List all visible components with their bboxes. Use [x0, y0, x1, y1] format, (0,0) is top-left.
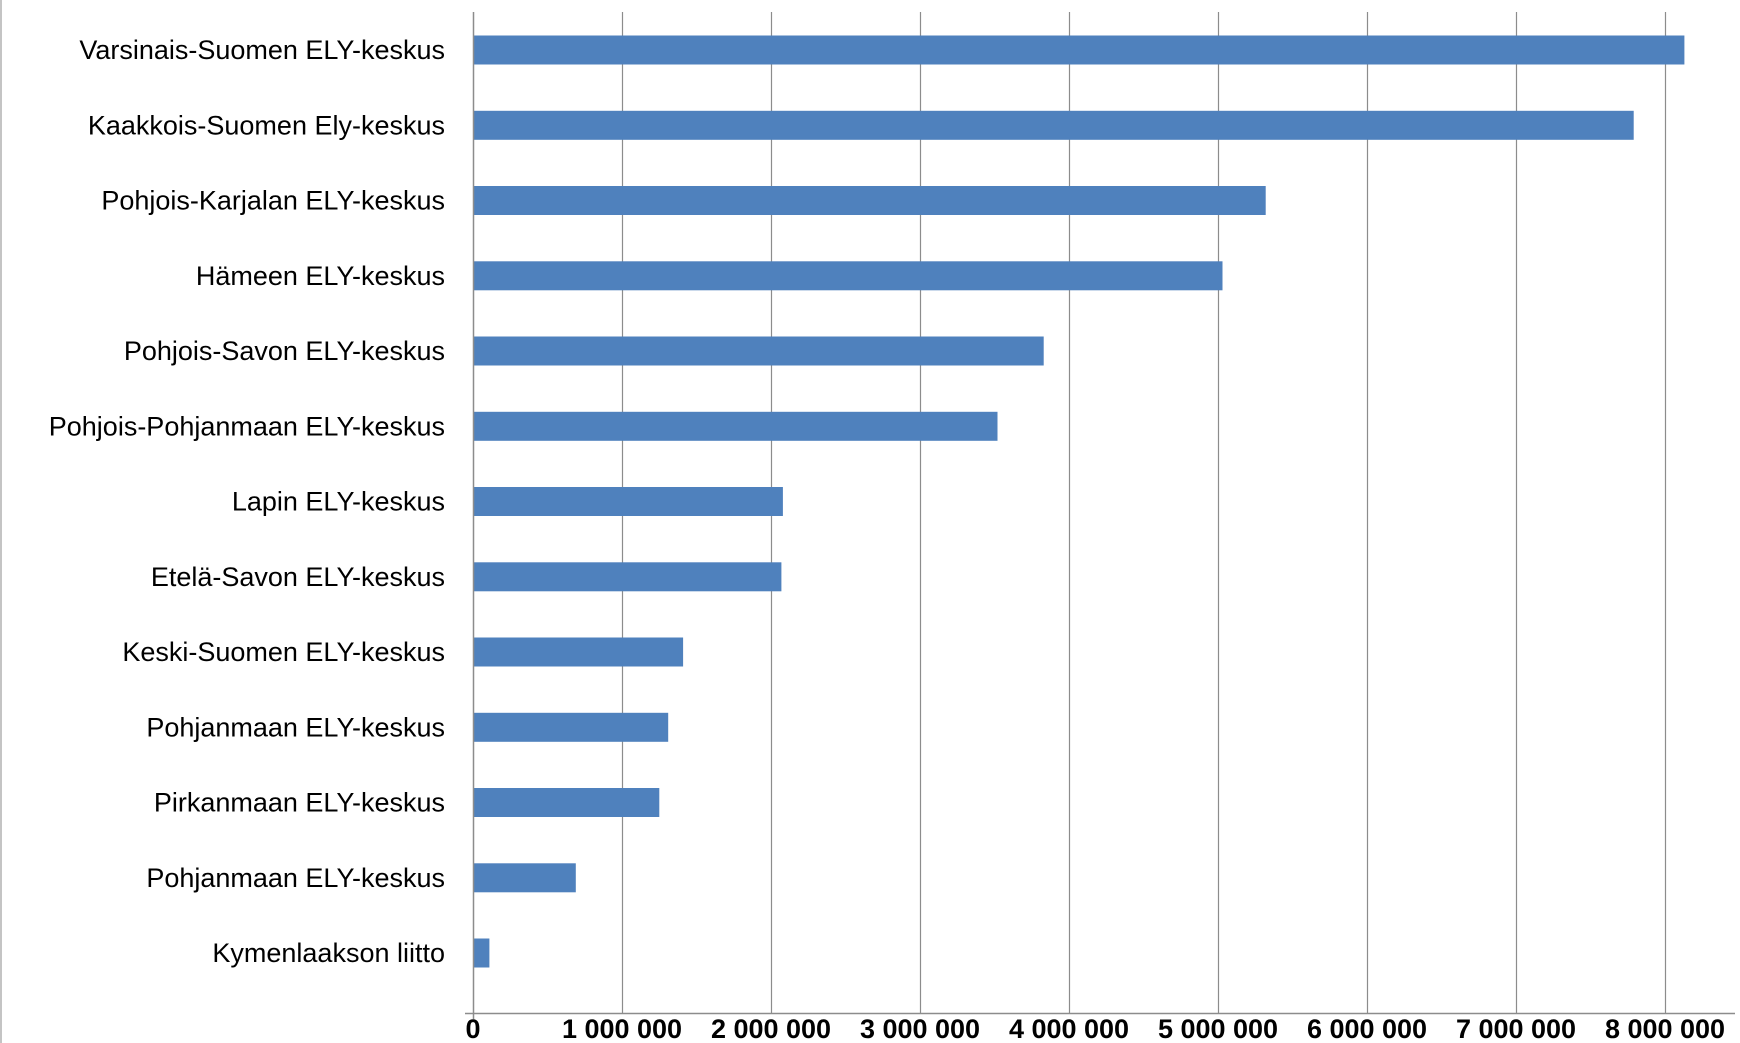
category-label: Pohjanmaan ELY-keskus: [146, 712, 445, 742]
bar: [473, 938, 490, 968]
x-tick-label: 0: [465, 1014, 480, 1043]
bar: [473, 637, 684, 667]
category-label: Varsinais-Suomen ELY-keskus: [79, 35, 445, 65]
x-tick-label: 6 000 000: [1307, 1014, 1427, 1043]
bar: [473, 411, 998, 441]
bar: [473, 788, 660, 817]
category-label: Pohjois-Karjalan ELY-keskus: [101, 186, 445, 216]
category-label: Pohjois-Savon ELY-keskus: [124, 336, 445, 366]
bar: [473, 712, 669, 742]
category-label: Kaakkois-Suomen Ely-keskus: [88, 110, 445, 140]
category-label: Lapin ELY-keskus: [232, 487, 445, 517]
x-tick-label: 4 000 000: [1009, 1014, 1129, 1043]
bar: [473, 110, 1634, 140]
category-label: Pohjanmaan ELY-keskus: [146, 863, 445, 893]
category-label: Hämeen ELY-keskus: [196, 261, 445, 291]
category-label: Kymenlaakson liitto: [212, 938, 445, 968]
category-label: Pohjois-Pohjanmaan ELY-keskus: [49, 411, 445, 441]
bar: [473, 562, 782, 592]
category-labels: Varsinais-Suomen ELY-keskus Kaakkois-Suom…: [49, 35, 445, 968]
category-label: Pirkanmaan ELY-keskus: [154, 788, 445, 818]
bar: [473, 863, 576, 893]
x-tick-label: 8 000 000: [1605, 1014, 1725, 1043]
bar: [473, 487, 783, 516]
bar: [473, 186, 1266, 215]
bar: [473, 35, 1685, 65]
x-tick-labels: 0 1 000 000 2 000 000 3 000 000 4 000 000 5 0…: [465, 1014, 1725, 1043]
bar: [473, 261, 1223, 291]
x-tick-label: 7 000 000: [1456, 1014, 1576, 1043]
category-label: Etelä-Savon ELY-keskus: [151, 562, 445, 592]
x-tick-label: 5 000 000: [1158, 1014, 1278, 1043]
x-tick-label: 3 000 000: [860, 1014, 980, 1043]
x-tick-label: 1 000 000: [562, 1014, 682, 1043]
x-tick-label: 2 000 000: [711, 1014, 831, 1043]
category-label: Keski-Suomen ELY-keskus: [122, 637, 445, 667]
bar: [473, 336, 1044, 366]
bars: [473, 35, 1685, 968]
gridlines: [621, 12, 1667, 1013]
